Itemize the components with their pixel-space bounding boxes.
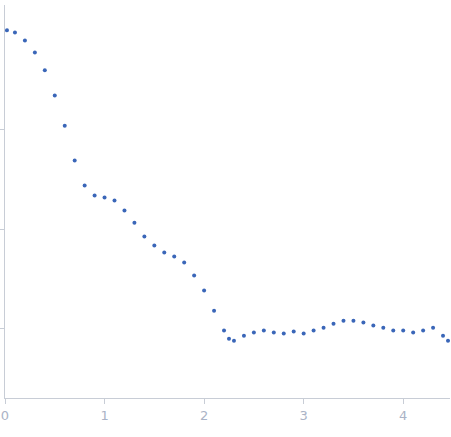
svg-text:3: 3 (300, 408, 308, 423)
svg-text:2: 2 (200, 408, 208, 423)
svg-text:1: 1 (100, 408, 108, 423)
svg-text:0: 0 (1, 408, 9, 423)
svg-text:4: 4 (399, 408, 407, 423)
